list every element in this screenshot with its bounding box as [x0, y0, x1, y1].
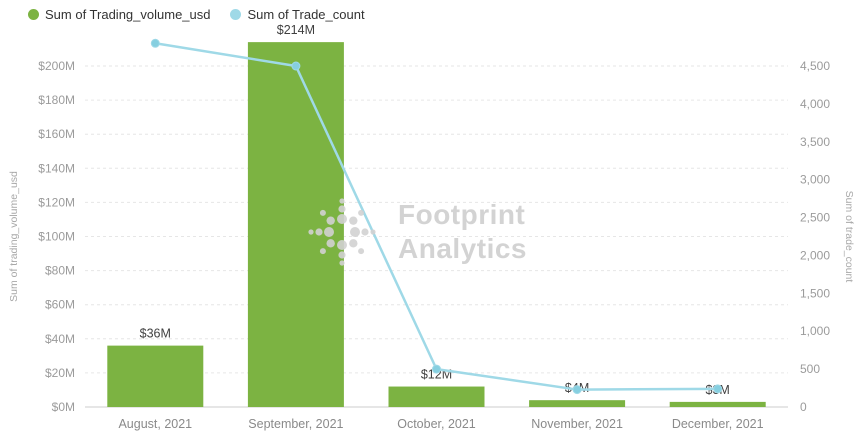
x-axis-category-label: August, 2021 [118, 417, 192, 431]
legend-swatch-trading-volume-icon [28, 9, 39, 20]
right-axis-tick: 4,000 [800, 97, 830, 111]
bar-value-label: $36M [140, 327, 171, 341]
x-axis-category-label: October, 2021 [397, 417, 476, 431]
right-axis-tick: 1,000 [800, 324, 830, 338]
legend-swatch-trade-count-icon [230, 9, 242, 20]
line-point[interactable] [291, 61, 301, 71]
left-axis-tick: $80M [45, 264, 75, 278]
legend-label-trade-count: Sum of Trade_count [247, 7, 365, 22]
right-axis-title: Sum of trade_count [843, 191, 855, 283]
x-axis-category-label: November, 2021 [531, 417, 623, 431]
left-axis-tick: $200M [38, 59, 75, 73]
right-axis-tick: 0 [800, 400, 807, 414]
bar-trading-volume[interactable] [107, 345, 204, 407]
left-axis-tick: $180M [38, 93, 75, 107]
left-axis-tick: $100M [38, 230, 75, 244]
right-axis-tick: 1,500 [800, 286, 830, 300]
legend-item-trade-count[interactable]: Sum of Trade_count [230, 7, 365, 22]
left-axis-tick: $40M [45, 332, 75, 346]
trade-count-line [155, 42, 718, 391]
right-axis-tick: 4,500 [800, 59, 830, 73]
right-axis-tick: 2,500 [800, 211, 830, 225]
bar-trading-volume[interactable] [388, 386, 485, 407]
left-axis-tick: $60M [45, 298, 75, 312]
right-axis-tick: 3,000 [800, 173, 830, 187]
right-axis-tick: 500 [800, 362, 820, 376]
left-axis-tick: $160M [38, 127, 75, 141]
left-axis-tick: $0M [52, 400, 75, 414]
legend-item-trading-volume[interactable]: Sum of Trading_volume_usd [28, 7, 210, 22]
left-axis-title: Sum of trading_volume_usd [8, 171, 20, 302]
right-axis-tick: 2,000 [800, 248, 830, 262]
bar-trading-volume[interactable] [247, 42, 344, 407]
right-axis-tick: 3,500 [800, 135, 830, 149]
line-point[interactable] [432, 364, 441, 374]
bar-trading-volume[interactable] [669, 401, 766, 407]
x-axis-category-label: December, 2021 [672, 417, 764, 431]
bar-value-label: $214M [277, 23, 315, 37]
left-axis-tick: $140M [38, 161, 75, 175]
line-point[interactable] [572, 385, 582, 395]
legend-label-trading-volume: Sum of Trading_volume_usd [45, 7, 211, 22]
left-axis-tick: $120M [38, 195, 75, 209]
line-point[interactable] [150, 38, 160, 48]
left-axis-tick: $20M [45, 366, 75, 380]
line-point[interactable] [713, 384, 723, 394]
x-axis-category-label: September, 2021 [248, 417, 343, 431]
bar-trading-volume[interactable] [529, 400, 626, 407]
chart-legend: Sum of Trading_volume_usd Sum of Trade_c… [28, 7, 365, 22]
